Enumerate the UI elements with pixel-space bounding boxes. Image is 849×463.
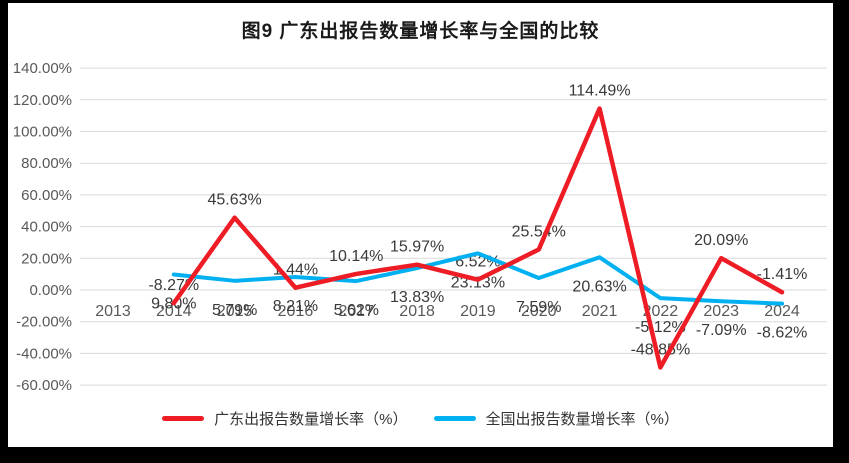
x-tick-label: 2022 (643, 303, 679, 320)
blue-line-swatch-icon (433, 416, 476, 421)
x-tick-label: 2023 (703, 303, 739, 320)
legend-label-national: 全国出报告数量增长率（%） (485, 411, 679, 428)
data-label: 5.79% (212, 302, 257, 319)
series-line-national (171, 251, 785, 306)
data-label: 114.49% (569, 83, 631, 100)
legend-label-guangdong: 广东出报告数量增长率（%） (214, 411, 408, 428)
y-tick-label: 140.00% (13, 60, 72, 77)
series-line-guangdong (171, 106, 785, 370)
x-tick-label: 2015 (217, 303, 253, 320)
x-tick-label: 2017 (338, 303, 374, 320)
x-tick-label: 2020 (521, 303, 557, 320)
x-tick-label: 2013 (95, 303, 131, 320)
data-label: -5.12% (635, 319, 686, 336)
data-label: 7.59% (516, 299, 561, 316)
x-tick-label: 2021 (582, 303, 618, 320)
y-tick-label: 0.00% (29, 282, 72, 299)
x-tick-label: 2014 (156, 303, 192, 320)
data-label: 5.62% (334, 302, 379, 319)
y-tick-label: 40.00% (21, 219, 72, 236)
x-tick-label: 2024 (764, 303, 800, 320)
data-label: 10.14% (329, 248, 383, 265)
y-tick-label: 120.00% (13, 92, 72, 109)
red-line-swatch-icon (162, 416, 205, 421)
chart-title: 图9 广东出报告数量增长率与全国的比较 (241, 21, 600, 42)
data-label: -7.09% (696, 322, 747, 339)
x-tick-label: 2018 (399, 303, 435, 320)
data-label: -8.62% (757, 325, 808, 342)
chart-legend: 广东出报告数量增长率（%） 全国出报告数量增长率（%） (8, 408, 833, 429)
data-label: 15.97% (390, 239, 444, 256)
chart-canvas: 140.00% 120.00% 100.00% 80.00% 60.00% 40.00% 2… (8, 3, 833, 447)
data-label: 8.21% (273, 298, 318, 315)
x-tick-label: 2019 (460, 303, 496, 320)
y-tick-label: 100.00% (13, 124, 72, 141)
data-label: -8.27% (148, 277, 199, 294)
data-label: 13.83% (390, 289, 444, 306)
legend-item-guangdong: 广东出报告数量增长率（%） (162, 408, 408, 429)
y-tick-label: 20.00% (21, 250, 72, 267)
y-tick-label: -40.00% (16, 345, 72, 362)
data-label: -48.85% (631, 341, 691, 358)
data-label: 20.63% (572, 278, 626, 295)
data-label: 45.63% (208, 192, 262, 209)
y-tick-label: 80.00% (21, 155, 72, 172)
legend-item-national: 全国出报告数量增长率（%） (433, 408, 679, 429)
data-label: -1.41% (757, 266, 808, 283)
y-tick-label: 60.00% (21, 187, 72, 204)
y-tick-label: -20.00% (16, 314, 72, 331)
data-label: 20.09% (694, 232, 748, 249)
data-label: 25.54% (512, 224, 566, 241)
y-tick-label: -60.00% (16, 377, 72, 394)
x-tick-label: 2016 (278, 303, 314, 320)
